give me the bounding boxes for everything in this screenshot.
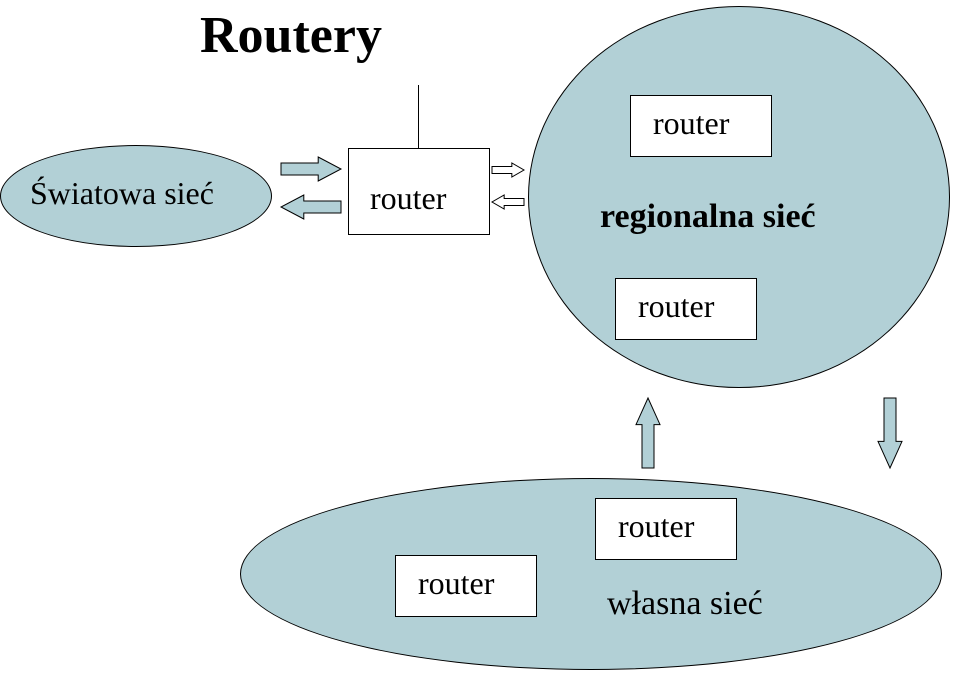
diagram-stage: { "colors": { "fill": "#b2d0d6", "stroke… xyxy=(0,0,960,678)
world-network-label: Światowa sieć xyxy=(30,175,214,212)
regional-network-label: regionalna sieć xyxy=(600,198,816,236)
arrow-own-to-regional-icon xyxy=(636,398,660,468)
arrow-regional-to-own-icon xyxy=(878,398,902,468)
center-router-hline xyxy=(348,148,488,149)
page-title: Routery xyxy=(200,6,382,65)
regional-router-top-label: router xyxy=(653,105,729,142)
own-router-left-label: router xyxy=(418,565,494,602)
center-router-label: router xyxy=(370,180,446,217)
own-router-top-label: router xyxy=(618,508,694,545)
center-router-vline xyxy=(418,85,419,148)
regional-router-mid-label: router xyxy=(638,288,714,325)
arrow-router-to-world-icon xyxy=(281,195,341,219)
own-network-label: własna sieć xyxy=(607,585,763,623)
arrow-regional-to-router-icon xyxy=(492,195,524,209)
arrow-world-to-router-icon xyxy=(281,157,341,181)
arrow-router-to-regional-icon xyxy=(492,163,524,177)
own-network-ellipse xyxy=(240,478,942,670)
